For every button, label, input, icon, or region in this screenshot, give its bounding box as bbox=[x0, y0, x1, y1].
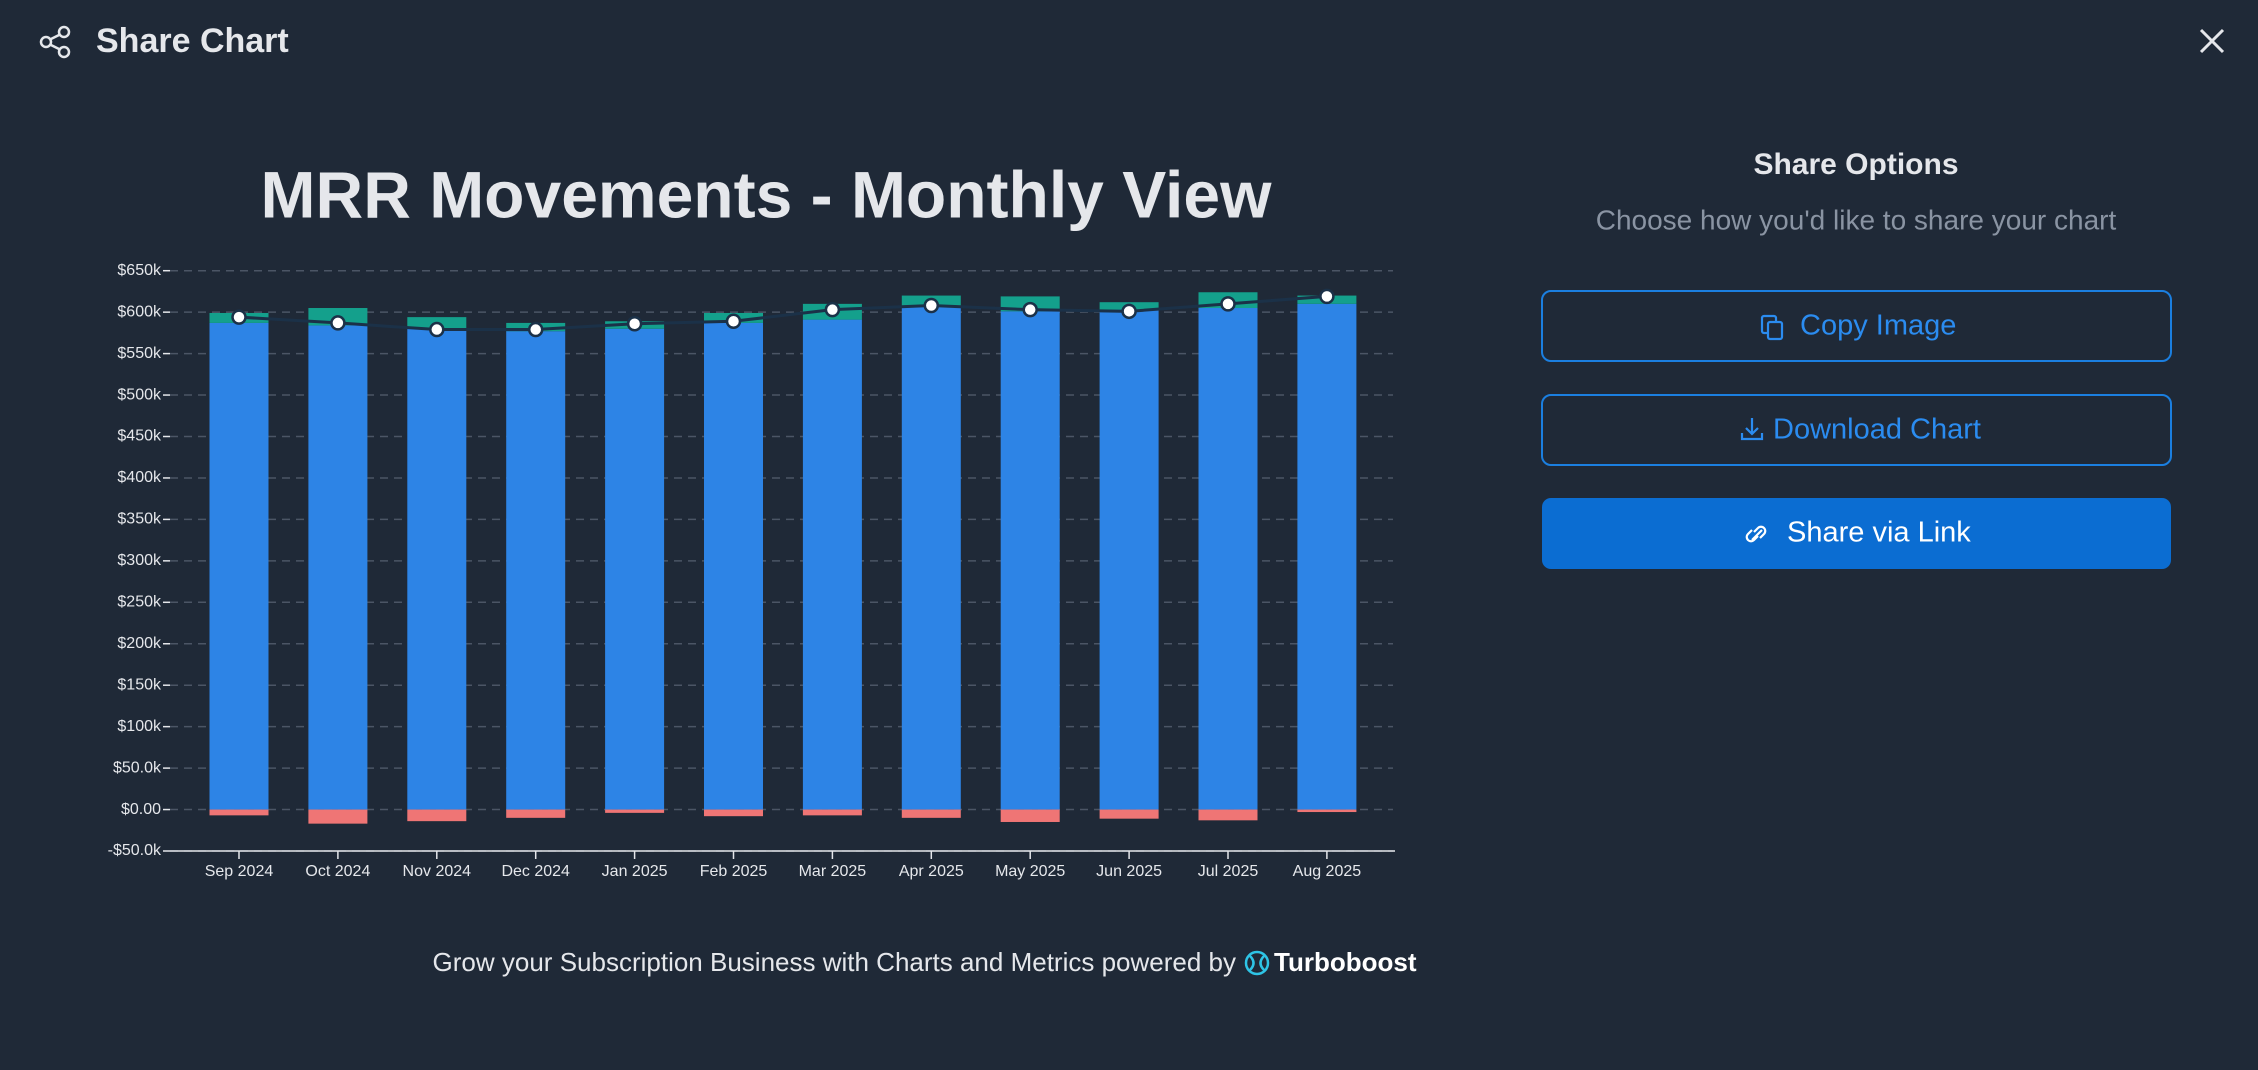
y-tick-label: $350k bbox=[117, 511, 162, 528]
y-tick-label: $500k bbox=[117, 386, 162, 403]
net-point bbox=[1121, 303, 1137, 320]
bar-segment bbox=[901, 306, 961, 810]
panel-subtitle: Choose how you'd like to share your char… bbox=[1596, 204, 2117, 235]
x-tick-label: Mar 2025 bbox=[799, 863, 867, 880]
close-button[interactable] bbox=[2199, 28, 2225, 54]
share-link-button[interactable]: Share via Link bbox=[1542, 498, 2171, 569]
plot: -$50.0k $0.00 $50.0k $100k $150k $200k $250k $3… bbox=[108, 262, 1395, 880]
x-tick-label: Oct 2024 bbox=[305, 863, 370, 880]
y-tick-label: $600k bbox=[117, 303, 162, 320]
y-tick-label: $200k bbox=[117, 635, 162, 652]
bar-segment bbox=[605, 328, 665, 810]
bar-segment bbox=[1000, 809, 1060, 822]
bar-segment bbox=[802, 809, 862, 816]
y-tick-label: $650k bbox=[117, 262, 162, 279]
share-icon bbox=[39, 25, 71, 59]
net-point bbox=[429, 321, 445, 338]
x-tick-label: Jul 2025 bbox=[1198, 863, 1259, 880]
y-tick-label: $400k bbox=[117, 469, 162, 486]
bar-segment bbox=[1198, 308, 1258, 810]
net-point bbox=[527, 321, 544, 338]
y-tick-label: $100k bbox=[117, 718, 162, 735]
bar-segment bbox=[1099, 809, 1159, 819]
x-tick-label: Feb 2025 bbox=[700, 863, 768, 880]
net-point bbox=[1022, 301, 1038, 318]
bar-segment bbox=[209, 809, 269, 816]
y-tick-label: $250k bbox=[117, 594, 162, 611]
net-point bbox=[1220, 296, 1236, 312]
bar-segment bbox=[1000, 311, 1060, 810]
net-point bbox=[824, 301, 841, 318]
brand-name: Turboboost bbox=[1274, 947, 1417, 977]
dialog-title: Share Chart bbox=[96, 22, 289, 60]
x-tick-label: Jun 2025 bbox=[1096, 863, 1162, 880]
x-tick-label: Jan 2025 bbox=[602, 863, 668, 880]
copy-image-button[interactable]: Copy Image bbox=[1541, 290, 2172, 362]
net-point bbox=[923, 297, 940, 314]
bar-segment bbox=[506, 809, 566, 818]
panel-title: Share Options bbox=[1753, 148, 1958, 181]
download-chart-button[interactable]: Download Chart bbox=[1541, 394, 2172, 466]
x-tick-label: Nov 2024 bbox=[403, 863, 472, 880]
bar-segment bbox=[308, 809, 368, 824]
x-tick-label: Apr 2025 bbox=[899, 863, 964, 880]
brand-logo bbox=[1244, 950, 1270, 976]
button-label[interactable]: Copy Image bbox=[1800, 310, 1956, 342]
bar-segment bbox=[704, 322, 763, 810]
footer-text: Grow your Subscription Business with Cha… bbox=[433, 947, 1236, 977]
x-tick-label: May 2025 bbox=[995, 863, 1065, 880]
net-point bbox=[330, 315, 346, 331]
bar-segment bbox=[605, 809, 665, 813]
bar-segment bbox=[901, 809, 961, 818]
y-tick-label: $0.00 bbox=[121, 801, 161, 818]
x-tick-label: Sep 2024 bbox=[205, 863, 274, 880]
x-tick-label: Dec 2024 bbox=[501, 863, 570, 880]
y-tick-label: $550k bbox=[117, 345, 162, 362]
y-tick-label: $50.0k bbox=[113, 759, 162, 776]
net-line bbox=[238, 294, 1328, 332]
y-tick-label: $450k bbox=[117, 428, 162, 445]
bar-segment bbox=[407, 328, 467, 810]
bar-segment bbox=[407, 809, 467, 822]
net-point bbox=[1319, 288, 1335, 305]
net-point bbox=[725, 313, 742, 330]
chart-title: MRR Movements - Monthly View bbox=[261, 157, 1273, 231]
button-label[interactable]: Share via Link bbox=[1787, 517, 1971, 549]
y-tick-label: $300k bbox=[117, 552, 162, 569]
net-point bbox=[231, 309, 247, 325]
x-tick-label: Aug 2025 bbox=[1293, 863, 1362, 880]
button-label[interactable]: Download Chart bbox=[1773, 414, 1981, 446]
bar-segment bbox=[308, 325, 368, 810]
bar-segment bbox=[209, 322, 269, 810]
bar-segment bbox=[1297, 303, 1357, 810]
y-tick-label: $150k bbox=[117, 676, 162, 693]
bar-segment bbox=[1198, 809, 1258, 821]
bar-segment bbox=[506, 331, 566, 810]
net-point bbox=[626, 316, 643, 332]
bar-segment bbox=[1297, 809, 1357, 813]
bar-segment bbox=[1099, 309, 1159, 810]
bar-segment bbox=[704, 809, 763, 817]
y-tick-label: -$50.0k bbox=[108, 842, 162, 859]
bar-segment bbox=[802, 319, 862, 810]
